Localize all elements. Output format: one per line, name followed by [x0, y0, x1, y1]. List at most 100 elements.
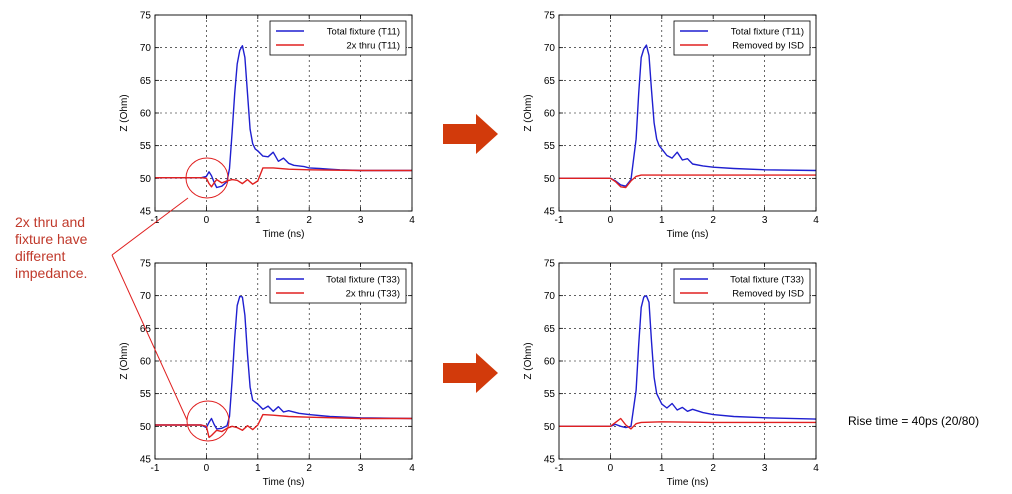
x-tick-label: 4	[813, 215, 819, 226]
legend: Total fixture (T11) Removed by ISD	[673, 20, 811, 56]
x-tick-label: -1	[555, 463, 564, 474]
y-tick-label: 50	[544, 422, 556, 433]
x-tick-label: 1	[659, 463, 665, 474]
y-axis-label: Z (Ohm)	[523, 94, 534, 131]
annotation-connector-bottom	[111, 254, 188, 421]
x-tick-label: 3	[358, 215, 364, 226]
right-arrow-icon-bottom	[443, 353, 498, 393]
legend-entry: Removed by ISD	[732, 41, 804, 52]
y-tick-label: 55	[140, 389, 152, 400]
annotation-connector-top	[111, 197, 189, 256]
legend-box	[673, 20, 811, 56]
y-tick-label: 75	[544, 259, 556, 270]
highlight-circle-bottom	[186, 400, 230, 442]
legend-entry: Total fixture (T33)	[326, 275, 400, 286]
legend-box	[269, 268, 407, 304]
chart-panel-4: -1 0 1 2 3 4 45 50 55 60 65 70 75 Time (ns) Z (Ohm) Tot…	[523, 259, 819, 489]
annotation-line: fixture have	[15, 231, 88, 247]
x-tick-label: 2	[710, 463, 716, 474]
plot-frame	[558, 262, 817, 460]
y-tick-label: 45	[140, 207, 152, 218]
x-tick-label: 3	[762, 463, 768, 474]
x-tick-label: 2	[306, 215, 312, 226]
plot-frame	[558, 14, 817, 212]
series-line-2	[559, 174, 816, 189]
right-arrow-icon-top	[443, 114, 498, 154]
x-axis-label: Time (ns)	[667, 229, 709, 240]
legend-entry: 2x thru (T11)	[346, 41, 400, 52]
series-line-2	[559, 417, 816, 430]
rise-time-label: Rise time = 40ps (20/80)	[848, 414, 980, 428]
y-tick-label: 50	[140, 174, 152, 185]
x-tick-label: 4	[409, 215, 415, 226]
x-tick-label: 0	[608, 463, 614, 474]
x-tick-label: 1	[255, 463, 261, 474]
y-tick-label: 50	[544, 174, 556, 185]
x-axis-label: Time (ns)	[263, 477, 305, 488]
x-tick-label: 3	[358, 463, 364, 474]
legend-entry: Total fixture (T33)	[730, 275, 804, 286]
y-tick-label: 65	[544, 324, 556, 335]
highlight-circle-top	[185, 157, 229, 199]
x-tick-label: -1	[151, 215, 160, 226]
y-tick-label: 55	[140, 141, 152, 152]
y-tick-label: 60	[544, 109, 556, 120]
x-tick-label: 4	[409, 463, 415, 474]
x-tick-label: 1	[659, 215, 665, 226]
legend-entry: Removed by ISD	[732, 289, 804, 300]
y-tick-label: 60	[140, 109, 152, 120]
y-tick-label: 75	[140, 259, 152, 270]
series-line-2	[155, 167, 412, 188]
plot-frame	[154, 14, 413, 212]
chart-panel-1: -1 0 1 2 3 4 45 50 55 60 65 70 75 Time (ns) Z (Ohm) Tot…	[119, 11, 415, 241]
y-axis-label: Z (Ohm)	[119, 94, 130, 131]
x-tick-label: 4	[813, 463, 819, 474]
annotation-line: 2x thru and	[15, 214, 86, 230]
y-tick-label: 55	[544, 389, 556, 400]
series-line-2	[155, 413, 412, 439]
x-axis-label: Time (ns)	[667, 477, 709, 488]
series-line-1	[559, 44, 817, 187]
legend: Total fixture (T33) Removed by ISD	[673, 268, 811, 304]
x-tick-label: 0	[608, 215, 614, 226]
x-tick-label: 3	[762, 215, 768, 226]
y-tick-label: 70	[140, 43, 152, 54]
x-tick-label: 2	[306, 463, 312, 474]
legend-entry: Total fixture (T11)	[327, 27, 400, 38]
x-tick-label: -1	[555, 215, 564, 226]
chart-panel-2: -1 0 1 2 3 4 45 50 55 60 65 70 75 Time (ns) Z (Ohm) Tot…	[523, 11, 819, 241]
y-tick-label: 45	[544, 207, 556, 218]
y-tick-label: 55	[544, 141, 556, 152]
plot-frame	[154, 262, 413, 460]
x-tick-label: 1	[255, 215, 261, 226]
y-axis-label: Z (Ohm)	[119, 342, 130, 379]
y-tick-label: 75	[140, 11, 152, 22]
y-axis-label: Z (Ohm)	[523, 342, 534, 379]
y-tick-label: 70	[544, 291, 556, 302]
x-axis-label: Time (ns)	[263, 229, 305, 240]
x-tick-label: 0	[204, 463, 210, 474]
annotation-line: different	[15, 248, 66, 264]
y-tick-label: 50	[140, 422, 152, 433]
y-tick-label: 45	[544, 455, 556, 466]
impedance-annotation: 2x thru and fixture have different imped…	[15, 214, 87, 282]
annotation-line: impedance.	[15, 265, 88, 281]
x-tick-label: -1	[151, 463, 160, 474]
legend-entry: 2x thru (T33)	[346, 289, 400, 300]
x-tick-label: 0	[204, 215, 210, 226]
y-tick-label: 70	[140, 291, 152, 302]
y-tick-label: 65	[544, 76, 556, 87]
legend-entry: Total fixture (T11)	[731, 27, 804, 38]
y-tick-label: 75	[544, 11, 556, 22]
y-tick-label: 45	[140, 455, 152, 466]
legend: Total fixture (T33) 2x thru (T33)	[269, 268, 407, 304]
series-line-1	[155, 45, 412, 189]
legend-box	[673, 268, 811, 304]
x-tick-label: 2	[710, 215, 716, 226]
y-tick-label: 60	[544, 357, 556, 368]
legend: Total fixture (T11) 2x thru (T11)	[269, 20, 407, 56]
y-tick-label: 60	[140, 357, 152, 368]
y-tick-label: 65	[140, 76, 152, 87]
